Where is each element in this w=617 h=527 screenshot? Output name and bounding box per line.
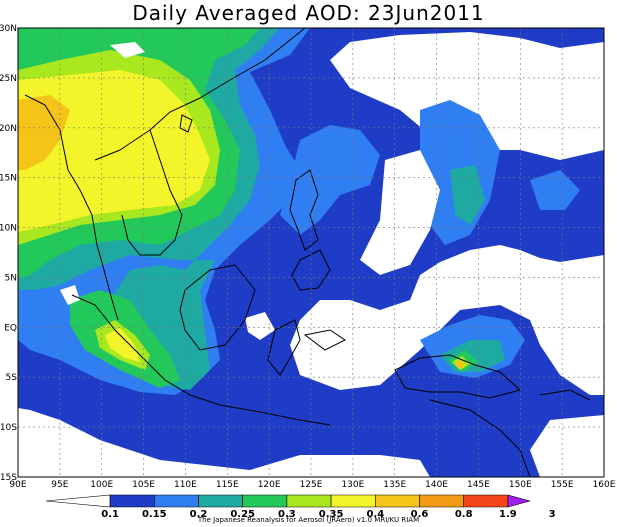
colorbar-swatch (507, 494, 532, 508)
lat-tick-label: 15N (0, 174, 17, 184)
colorbar-label: 3 (549, 509, 556, 520)
lat-tick-label: EQ (4, 323, 17, 333)
lon-tick-label: 120E (258, 480, 281, 490)
colorbar-swatch (330, 494, 376, 508)
lon-tick-label: 140E (425, 480, 448, 490)
colorbar-swatch (154, 494, 199, 508)
lon-tick-label: 95E (51, 480, 68, 490)
colorbar-swatch (286, 494, 332, 508)
lon-tick-label: 160E (593, 480, 616, 490)
lon-tick-label: 145E (467, 480, 490, 490)
lon-tick-label: 155E (551, 480, 574, 490)
lat-tick-label: 15S (0, 473, 17, 483)
colorbar-swatch (45, 494, 111, 508)
colorbar-label: 0.4 (366, 509, 384, 520)
lon-tick-label: 100E (90, 480, 113, 490)
colorbar-label: 0.3 (278, 509, 296, 520)
colorbar-swatch (109, 494, 155, 508)
colorbar: 0.1 0.15 0.2 0.25 0.3 0.35 0.4 0.6 0.8 1.9 3 (45, 494, 556, 520)
lon-tick-label: 105E (132, 480, 155, 490)
lon-tick-label: 135E (383, 480, 406, 490)
plot-frame (17, 27, 605, 478)
lon-tick-label: 110E (174, 480, 197, 490)
colorbar-label: 1.9 (499, 509, 517, 520)
lat-tick-label: 20N (0, 124, 17, 134)
colorbar-label: 0.1 (101, 509, 119, 520)
latitude-axis: 30N 25N 20N 15N 10N 5N EQ 5S 10S 15S (0, 24, 17, 483)
colorbar-swatch (419, 494, 465, 508)
lon-tick-label: 150E (509, 480, 532, 490)
lon-tick-label: 130E (341, 480, 364, 490)
lon-tick-label: 115E (216, 480, 239, 490)
colorbar-label: 0.6 (411, 509, 429, 520)
lon-tick-label: 125E (300, 480, 323, 490)
longitude-axis: 90E 95E 100E 105E 110E 115E 120E 125E 130E 135E 14… (9, 480, 615, 490)
plot-area (17, 27, 605, 478)
colorbar-label: 0.25 (230, 509, 255, 520)
colorbar-swatch (463, 494, 509, 508)
lat-tick-label: 5N (5, 273, 17, 283)
lat-tick-label: 30N (0, 24, 17, 34)
lat-tick-label: 25N (0, 74, 17, 84)
colorbar-swatch (374, 494, 420, 508)
lat-tick-label: 5S (6, 373, 18, 383)
colorbar-label: 0.8 (455, 509, 473, 520)
lon-tick-label: 90E (9, 480, 26, 490)
lat-tick-label: 10S (0, 423, 17, 433)
colorbar-label: 0.15 (142, 509, 167, 520)
colorbar-label: 0.2 (190, 509, 208, 520)
lat-tick-label: 10N (0, 224, 17, 234)
map-title: Daily Averaged AOD: 23Jun2011 (132, 1, 485, 25)
colorbar-label: 0.35 (319, 509, 344, 520)
colorbar-swatch (198, 494, 243, 508)
credit-text: The Japanese Reanalysis for Aerosol (JRA… (197, 516, 420, 524)
colorbar-swatch (242, 494, 288, 508)
